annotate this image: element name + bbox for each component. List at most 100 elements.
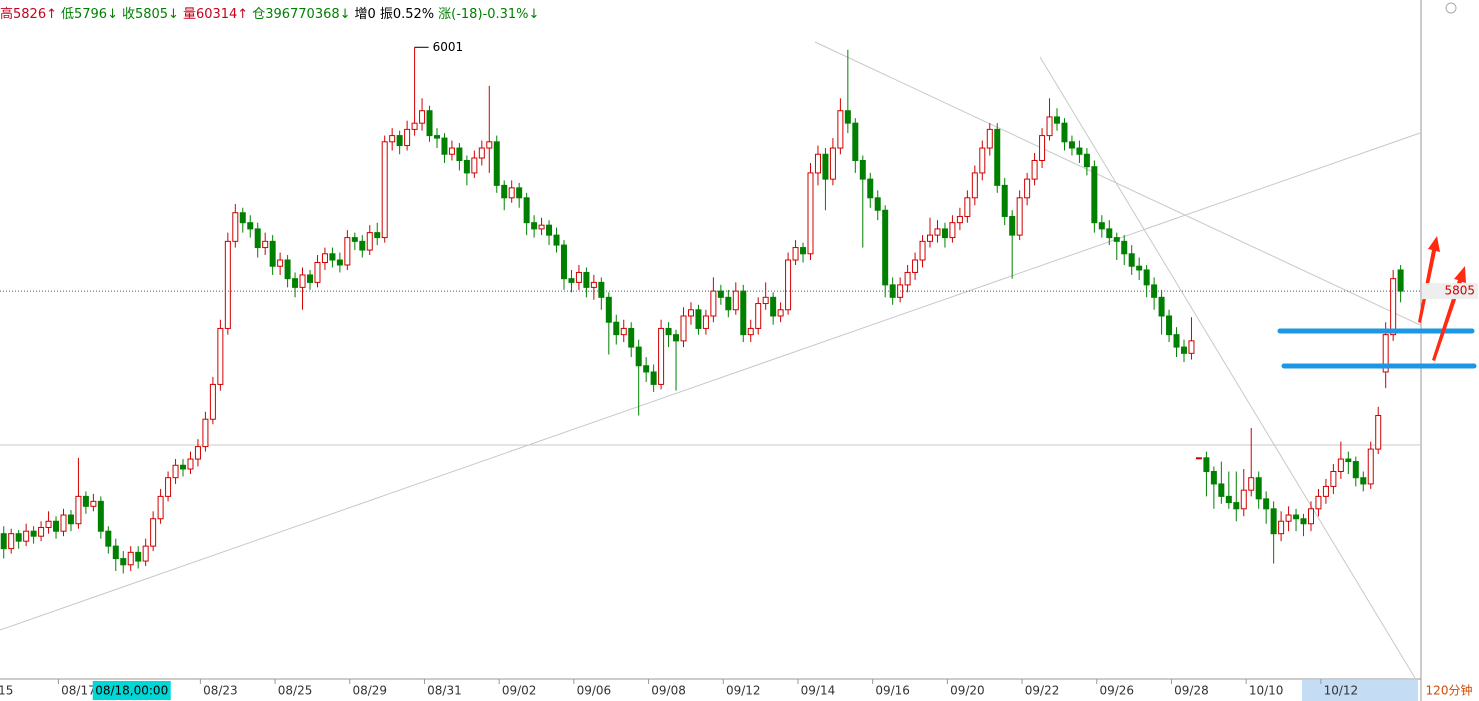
candle-body — [292, 278, 299, 288]
candle-body — [351, 237, 358, 242]
settings-icon[interactable] — [1445, 2, 1457, 14]
selection-range — [1302, 680, 1418, 701]
candle-body — [172, 464, 179, 479]
x-tick-label: 09/08 — [651, 684, 686, 698]
candle-body — [755, 303, 762, 329]
candle-body — [463, 159, 470, 174]
candle-body — [934, 228, 941, 236]
candle-body — [396, 135, 403, 147]
candle-body — [277, 259, 284, 267]
candle-body — [583, 271, 590, 288]
candle-body — [1330, 470, 1337, 487]
candle-body — [1367, 448, 1374, 485]
candle-body — [1158, 296, 1165, 317]
x-tick-label: 09/02 — [502, 684, 537, 698]
candle-body — [1001, 184, 1008, 217]
candle-body — [1285, 514, 1292, 522]
candle-body — [762, 296, 769, 305]
candle-body — [964, 197, 971, 217]
candle-body — [135, 551, 142, 562]
candle-body — [837, 110, 844, 149]
candle-body — [949, 222, 956, 239]
candle-body — [725, 296, 732, 311]
candle-body — [1382, 334, 1389, 373]
header-item: 涨(-18)-0.31%↓ — [438, 7, 540, 22]
candle-body — [1195, 457, 1202, 460]
candle-body — [344, 237, 351, 266]
candle-body — [732, 290, 739, 311]
candle-body — [1046, 116, 1053, 137]
candle-body — [1345, 458, 1352, 463]
candle-body — [717, 290, 724, 298]
cursor-label: 08/18,00:00 — [95, 684, 168, 698]
candle-body — [1278, 520, 1285, 535]
x-tick-label: 09/12 — [726, 684, 761, 698]
arrow — [1418, 236, 1440, 323]
candle-body — [777, 309, 784, 317]
x-tick-label: 08/23 — [203, 684, 238, 698]
candle-body — [150, 518, 157, 547]
header-item: 高5826↑ — [0, 7, 57, 22]
candle-body — [359, 240, 366, 251]
candle-body — [702, 315, 709, 329]
candle-body — [1322, 485, 1329, 497]
trend-line — [0, 132, 1421, 631]
candle-body — [411, 122, 418, 130]
candle-body — [97, 500, 104, 532]
candle-body — [1128, 253, 1135, 267]
x-tick-label: 09/06 — [577, 684, 612, 698]
candle-body — [546, 224, 553, 236]
candle-body — [478, 147, 485, 159]
candle-body — [165, 477, 172, 497]
candle-body — [740, 290, 747, 336]
candle-body — [307, 274, 314, 283]
candle-body — [792, 247, 799, 261]
candle-body — [1076, 147, 1083, 155]
candle-body — [852, 122, 859, 161]
candle-body — [419, 110, 426, 124]
candle-body — [486, 141, 493, 149]
candle-body — [374, 232, 381, 239]
candle-body — [1263, 498, 1270, 510]
candle-body — [1375, 415, 1382, 450]
candle-body — [635, 346, 642, 367]
candle-body — [1270, 508, 1277, 535]
candle-body — [1061, 122, 1068, 143]
candle-body — [508, 187, 515, 199]
trend-line — [1039, 56, 1416, 679]
candle-body — [90, 500, 97, 507]
candle-body — [680, 315, 687, 342]
candle-body — [60, 514, 67, 532]
candle-body — [628, 327, 635, 348]
candle-body — [299, 274, 306, 288]
candle-body — [1136, 265, 1143, 271]
candle-body — [979, 147, 986, 174]
candle-body — [650, 371, 657, 385]
candle-body — [673, 334, 680, 342]
header-item: 振0.52% — [379, 7, 435, 22]
header-item: 量60314↑ — [182, 7, 249, 22]
candle-body — [575, 271, 582, 283]
candle-body — [8, 533, 15, 550]
candle-body — [1397, 269, 1404, 292]
candle-body — [127, 551, 134, 566]
candle-body — [82, 495, 89, 507]
candle-body — [202, 418, 209, 448]
candle-body — [1166, 315, 1173, 336]
candle-body — [687, 309, 694, 317]
candle-body — [209, 383, 216, 420]
candle-body — [269, 240, 276, 267]
candle-body — [217, 327, 224, 385]
candle-body — [867, 178, 874, 199]
candle-body — [53, 520, 60, 532]
candle-body — [598, 281, 605, 298]
candle-body — [605, 296, 612, 323]
candle-body — [859, 159, 866, 180]
candle-body — [262, 240, 269, 249]
candle-body — [456, 147, 463, 161]
max-label: 6001 — [433, 40, 464, 54]
candle-body — [956, 215, 963, 224]
candle-body — [620, 327, 627, 336]
x-tick-label: 09/20 — [950, 684, 985, 698]
candle-body — [194, 446, 201, 460]
